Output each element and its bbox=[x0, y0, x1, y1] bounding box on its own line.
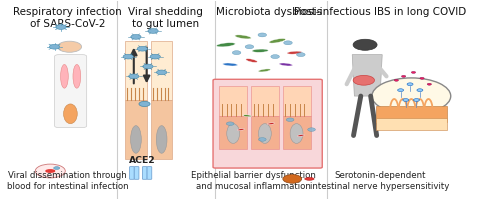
Circle shape bbox=[398, 89, 403, 92]
Text: Respiratory infection
of SARS-CoV-2: Respiratory infection of SARS-CoV-2 bbox=[13, 7, 122, 29]
Ellipse shape bbox=[227, 124, 239, 143]
Circle shape bbox=[54, 167, 60, 169]
Circle shape bbox=[413, 99, 420, 101]
FancyBboxPatch shape bbox=[151, 100, 173, 159]
Ellipse shape bbox=[217, 43, 235, 47]
Ellipse shape bbox=[156, 126, 167, 153]
Ellipse shape bbox=[243, 115, 251, 117]
FancyBboxPatch shape bbox=[376, 106, 447, 122]
Circle shape bbox=[283, 175, 302, 183]
Ellipse shape bbox=[73, 64, 81, 88]
FancyBboxPatch shape bbox=[376, 118, 447, 130]
Ellipse shape bbox=[46, 170, 54, 172]
Circle shape bbox=[353, 39, 377, 50]
Circle shape bbox=[372, 78, 451, 114]
Circle shape bbox=[308, 128, 315, 131]
FancyBboxPatch shape bbox=[142, 167, 147, 179]
Circle shape bbox=[137, 46, 148, 51]
Circle shape bbox=[245, 45, 254, 49]
Circle shape bbox=[417, 89, 423, 92]
Text: Serotonin-dependent
intestinal nerve hypersensitivity: Serotonin-dependent intestinal nerve hyp… bbox=[310, 171, 450, 191]
Text: Epithelial barrier dysfunction
and mucosal inflammation: Epithelial barrier dysfunction and mucos… bbox=[191, 171, 316, 191]
FancyBboxPatch shape bbox=[219, 86, 247, 116]
Circle shape bbox=[232, 51, 241, 55]
Circle shape bbox=[427, 83, 432, 85]
Circle shape bbox=[150, 54, 160, 59]
Circle shape bbox=[56, 25, 66, 29]
FancyBboxPatch shape bbox=[125, 41, 147, 100]
Text: ACE2: ACE2 bbox=[129, 156, 156, 165]
Text: Viral shedding
to gut lumen: Viral shedding to gut lumen bbox=[129, 7, 203, 29]
Ellipse shape bbox=[269, 39, 285, 43]
Ellipse shape bbox=[246, 59, 257, 62]
Ellipse shape bbox=[267, 123, 274, 125]
Ellipse shape bbox=[287, 51, 302, 54]
Ellipse shape bbox=[64, 104, 77, 124]
Circle shape bbox=[57, 41, 82, 52]
Ellipse shape bbox=[279, 63, 293, 66]
Ellipse shape bbox=[223, 63, 238, 66]
Text: Microbiota dysbiosis: Microbiota dysbiosis bbox=[216, 7, 322, 17]
FancyBboxPatch shape bbox=[134, 167, 139, 179]
FancyBboxPatch shape bbox=[219, 116, 247, 149]
Ellipse shape bbox=[304, 178, 314, 180]
Circle shape bbox=[403, 99, 409, 101]
Circle shape bbox=[296, 53, 305, 57]
Circle shape bbox=[35, 164, 65, 178]
Ellipse shape bbox=[258, 69, 271, 72]
Circle shape bbox=[394, 79, 399, 81]
Circle shape bbox=[412, 71, 416, 73]
Circle shape bbox=[286, 118, 294, 121]
Circle shape bbox=[271, 55, 280, 59]
FancyBboxPatch shape bbox=[251, 86, 279, 116]
Ellipse shape bbox=[130, 126, 141, 153]
Polygon shape bbox=[352, 55, 382, 96]
FancyBboxPatch shape bbox=[251, 116, 279, 149]
Circle shape bbox=[259, 138, 266, 141]
Circle shape bbox=[420, 77, 424, 79]
FancyBboxPatch shape bbox=[125, 100, 147, 159]
Circle shape bbox=[353, 75, 374, 85]
Ellipse shape bbox=[290, 124, 303, 143]
FancyBboxPatch shape bbox=[213, 79, 322, 168]
Circle shape bbox=[131, 35, 141, 39]
Circle shape bbox=[226, 122, 234, 125]
Circle shape bbox=[258, 33, 267, 37]
Circle shape bbox=[148, 29, 158, 33]
Ellipse shape bbox=[252, 49, 268, 52]
FancyBboxPatch shape bbox=[54, 55, 87, 128]
Circle shape bbox=[156, 70, 167, 75]
Ellipse shape bbox=[297, 135, 304, 136]
Text: Viral dissemination through
blood for intestinal infection: Viral dissemination through blood for in… bbox=[7, 171, 128, 191]
Circle shape bbox=[407, 83, 413, 86]
Ellipse shape bbox=[259, 124, 272, 143]
Ellipse shape bbox=[235, 35, 251, 39]
Circle shape bbox=[123, 54, 133, 59]
FancyBboxPatch shape bbox=[151, 41, 173, 100]
Ellipse shape bbox=[61, 64, 68, 88]
Circle shape bbox=[49, 44, 60, 49]
FancyBboxPatch shape bbox=[147, 167, 152, 179]
Circle shape bbox=[402, 75, 406, 77]
Text: Post-infectious IBS in long COVID: Post-infectious IBS in long COVID bbox=[294, 7, 466, 17]
Circle shape bbox=[284, 41, 292, 45]
FancyBboxPatch shape bbox=[130, 167, 134, 179]
Circle shape bbox=[143, 64, 153, 69]
Circle shape bbox=[129, 74, 139, 79]
Ellipse shape bbox=[237, 129, 245, 131]
FancyBboxPatch shape bbox=[283, 116, 311, 149]
FancyBboxPatch shape bbox=[283, 86, 311, 116]
Circle shape bbox=[139, 101, 150, 107]
